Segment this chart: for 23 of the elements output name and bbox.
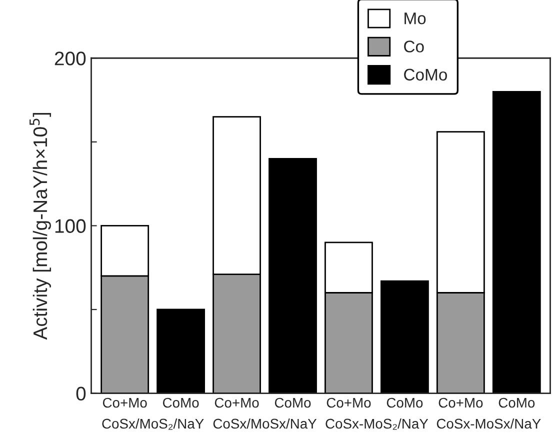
y-tick-label: 200 — [54, 52, 86, 66]
x-tick-label: CoMo — [162, 398, 199, 408]
bar — [156, 308, 206, 394]
legend-label: CoMo — [404, 68, 447, 81]
y-axis-title: Activity [mol/g-NaY/h×10$^{5}$] — [30, 113, 51, 340]
x-tick-label: Co+Mo — [326, 398, 371, 408]
x-tick-label: Co+Mo — [102, 398, 147, 408]
legend-label: Mo — [404, 12, 426, 24]
text: CoSx/MoSx/NaY — [213, 418, 317, 429]
x-tick-label: CoMo — [274, 398, 311, 408]
bar — [268, 158, 317, 394]
y-tick-label: 100 — [55, 219, 86, 233]
text: CoSx-MoS₂/NaY — [326, 418, 428, 430]
bar — [492, 90, 541, 394]
x-tick-label: Co+Mo — [214, 398, 259, 408]
text: CoSx/MoS₂/NaY — [102, 418, 204, 430]
legend-label: Co — [404, 40, 424, 52]
x-tick-label: Co+Mo — [438, 398, 483, 408]
text: CoSx-MoSx/NaY — [436, 418, 541, 429]
x-tick-label: CoMo — [386, 398, 423, 408]
bar — [380, 280, 429, 394]
x-tick-label: CoMo — [498, 398, 535, 408]
y-tick-label: 0 — [76, 386, 86, 401]
